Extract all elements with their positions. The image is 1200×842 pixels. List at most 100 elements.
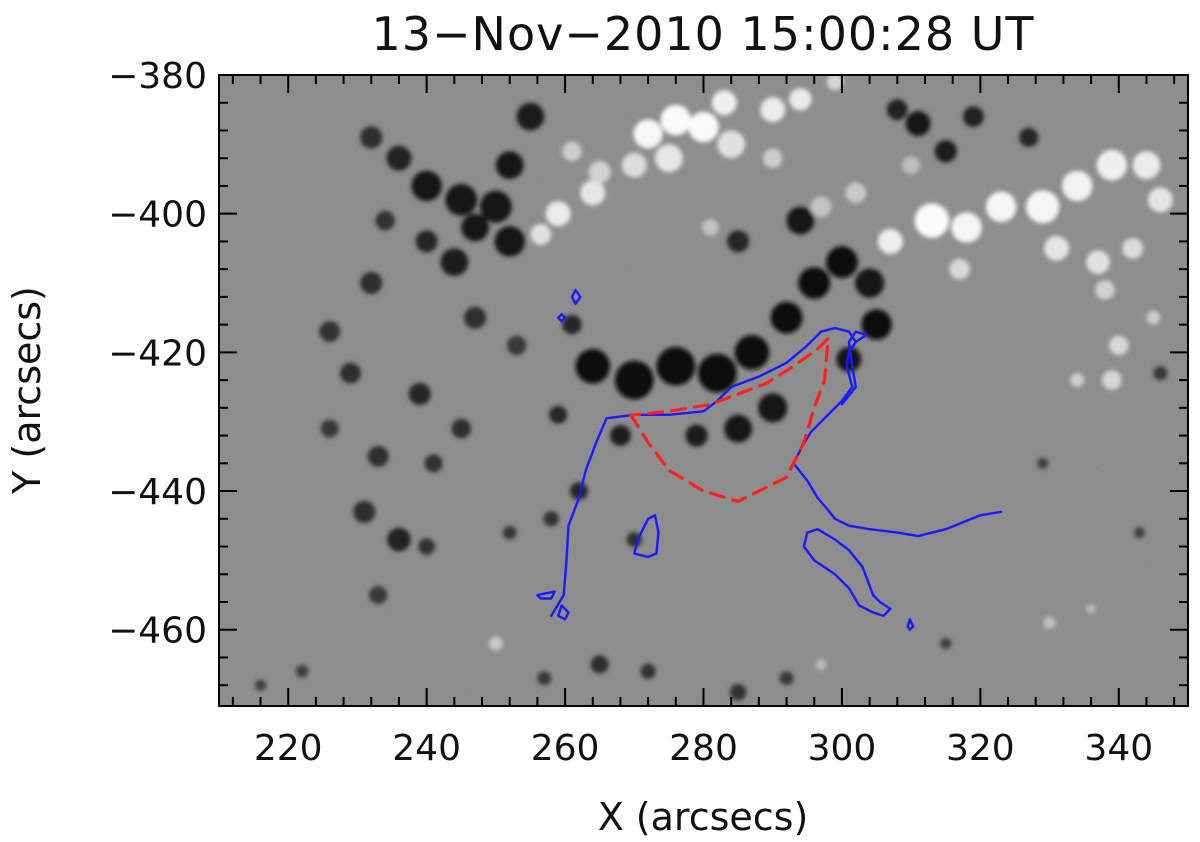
positive-polarity-patch-26: [1086, 250, 1110, 275]
negative-polarity-patch-12: [360, 271, 383, 295]
positive-polarity-patch-33: [1070, 373, 1085, 388]
x-tick-label-320: 320: [946, 728, 1015, 769]
negative-polarity-patch-44: [562, 314, 582, 335]
y-axis-label: Y (arcsecs): [5, 286, 49, 495]
negative-polarity-patch-31: [770, 301, 803, 334]
positive-polarity-patch-40: [1043, 616, 1056, 630]
positive-polarity-patch-38: [488, 636, 503, 651]
positive-polarity-patch-5: [789, 88, 812, 111]
x-axis-label: X (arcsecs): [598, 795, 809, 839]
y-tick-label--380: −380: [108, 56, 207, 97]
negative-polarity-patch-43: [549, 405, 568, 424]
positive-polarity-patch-9: [580, 180, 606, 206]
negative-polarity-patch-29: [697, 353, 737, 393]
chart-title: 13−Nov−2010 15:00:28 UT: [371, 7, 1034, 61]
negative-polarity-patch-30: [734, 335, 770, 370]
negative-polarity-patch-47: [626, 531, 642, 548]
red-dashed-outline: [629, 336, 830, 503]
negative-polarity-patch-18: [367, 445, 389, 467]
positive-polarity-patch-20: [1026, 190, 1060, 224]
blue-contour-small-2: [557, 313, 567, 323]
negative-polarity-patch-55: [254, 679, 267, 691]
x-tick-label-300: 300: [808, 728, 877, 769]
negative-polarity-patch-19: [320, 419, 339, 438]
negative-polarity-patch-40: [786, 206, 815, 235]
x-tick-label-240: 240: [392, 728, 461, 769]
positive-polarity-patch-31: [1109, 335, 1129, 356]
negative-polarity-patch-25: [506, 335, 527, 356]
negative-polarity-patch-13: [319, 321, 341, 342]
positive-polarity-patch-23: [1132, 151, 1161, 180]
positive-polarity-patch-29: [949, 258, 970, 280]
negative-polarity-patch-39: [685, 424, 708, 447]
positive-polarity-patch-13: [588, 160, 611, 184]
negative-polarity-patch-16: [451, 418, 471, 439]
negative-polarity-patch-23: [369, 586, 388, 605]
positive-polarity-patch-8: [621, 152, 647, 178]
negative-polarity-patch-41: [727, 230, 750, 253]
negative-polarity-patch-22: [418, 538, 435, 555]
negative-polarity-patch-48: [502, 525, 517, 540]
negative-polarity-patch-17: [424, 454, 443, 473]
positive-polarity-patch-11: [530, 224, 552, 245]
positive-polarity-patch-37: [763, 148, 783, 168]
negative-polarity-patch-58: [963, 106, 984, 128]
positive-polarity-patch-36: [702, 219, 719, 236]
positive-polarity-patch-30: [1095, 280, 1115, 300]
blue-contour-small-5: [536, 590, 556, 600]
negative-polarity-patch-49: [590, 655, 609, 674]
positive-polarity-patch-25: [1044, 235, 1069, 261]
positive-polarity-patch-10: [545, 201, 571, 227]
negative-polarity-patch-50: [640, 663, 656, 679]
negative-polarity-patch-20: [353, 500, 376, 523]
negative-polarity-patch-5: [461, 213, 489, 242]
negative-polarity-patch-56: [905, 111, 931, 137]
negative-polarity-patch-7: [516, 102, 545, 131]
blue-contour-loop-left: [633, 514, 660, 559]
negative-polarity-patch-0: [360, 126, 383, 149]
negative-polarity-patch-9: [440, 248, 469, 277]
positive-polarity-patch-3: [711, 90, 737, 116]
negative-polarity-patch-52: [729, 683, 747, 701]
positive-polarity-patch-39: [815, 658, 827, 670]
x-tick-label-280: 280: [669, 728, 738, 769]
negative-polarity-patch-54: [295, 665, 309, 678]
positive-polarity-patch-18: [951, 212, 982, 243]
negative-polarity-patch-57: [934, 140, 957, 163]
negative-polarity-patch-35: [861, 309, 892, 340]
negative-polarity-patch-1: [386, 145, 412, 171]
y-tick-label--420: −420: [108, 333, 207, 374]
positive-polarity-patch-34: [1146, 310, 1161, 325]
negative-polarity-patch-46: [543, 511, 559, 527]
negative-polarity-patch-38: [724, 414, 752, 443]
positive-polarity-patch-2: [633, 119, 663, 149]
y-axis: −380 −400 −420 −440 −460: [108, 56, 1188, 687]
positive-polarity-patch-27: [1122, 237, 1144, 259]
positive-polarity-patch-28: [877, 228, 903, 254]
magnetogram-grain: [219, 75, 1188, 706]
negative-polarity-patch-51: [537, 671, 552, 686]
blue-contour-small-3: [557, 604, 570, 621]
negative-polarity-patch-60: [1019, 127, 1039, 148]
x-tick-label-220: 220: [254, 728, 323, 769]
positive-polarity-patch-4: [760, 97, 786, 123]
positive-polarity-patch-24: [1147, 187, 1173, 213]
positive-polarity-patch-6: [655, 144, 683, 173]
negative-polarity-patch-21: [387, 527, 411, 552]
magnetogram-patches: [254, 75, 1173, 701]
blue-contour-small-1: [570, 288, 582, 305]
negative-polarity-patch-2: [411, 170, 442, 202]
negative-polarity-patch-64: [940, 638, 952, 650]
y-tick-label--440: −440: [108, 472, 207, 513]
negative-polarity-patch-14: [340, 362, 361, 384]
positive-polarity-patch-7: [717, 130, 746, 159]
negative-polarity-patch-24: [464, 306, 487, 329]
negative-polarity-patch-6: [494, 226, 525, 257]
negative-polarity-patch-3: [445, 183, 478, 216]
positive-polarity-patch-19: [985, 191, 1017, 223]
y-tick-label--400: −400: [108, 195, 207, 236]
negative-polarity-patch-63: [1134, 527, 1146, 539]
x-tick-label-340: 340: [1084, 728, 1153, 769]
negative-polarity-patch-10: [415, 230, 438, 253]
